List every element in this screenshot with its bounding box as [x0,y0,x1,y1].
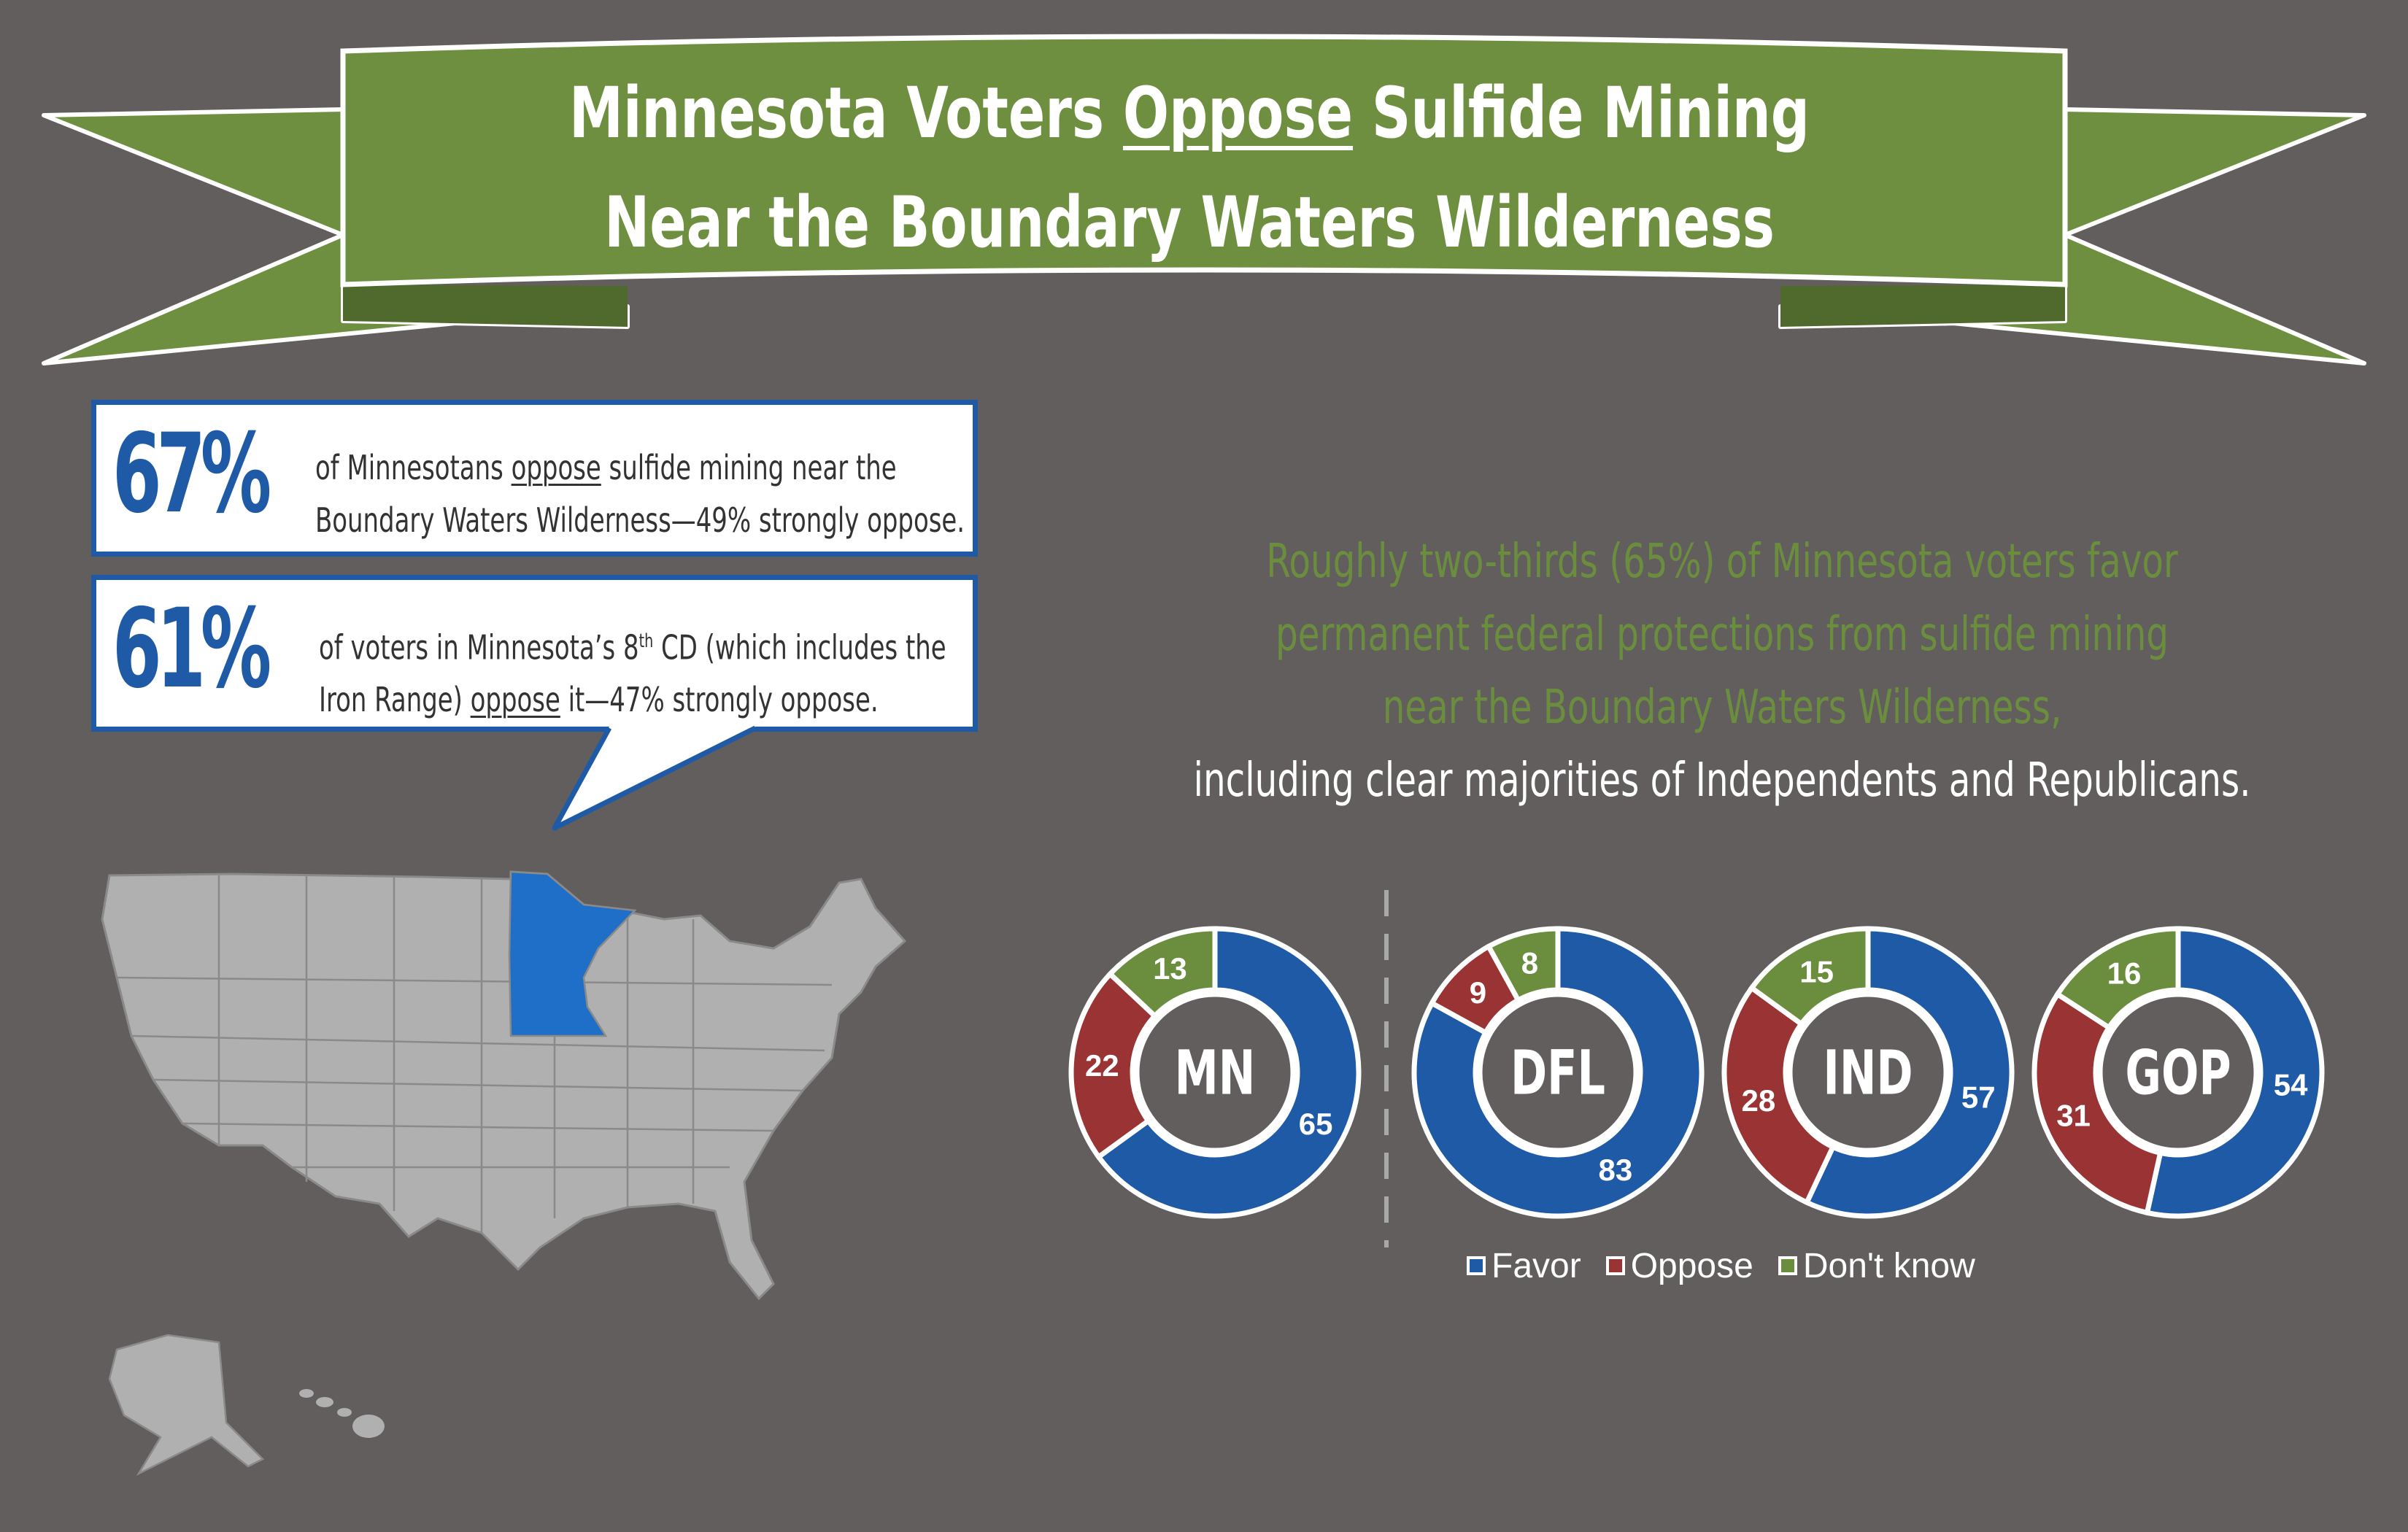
summary-line-1: Roughly two-thirds (65%) of Minnesota vo… [1266,535,2178,589]
slice-ind-don-t-know [1748,926,1871,1028]
slice-mn-don-t-know [1106,926,1218,1020]
donut-charts: 65 22 13 MN 83 98 DFL 57 28 15 IND 54 31 16 GOP [1068,926,2325,1219]
donut-dfl: 83 98 DFL [1411,926,1705,1219]
summary-line-2: permanent federal protections from sulfi… [1275,608,2169,662]
slice-mn-favor [1095,926,1362,1219]
chart-legend: Favor Oppose Don't know [1467,1240,1975,1291]
data-label-ind-oppose: 28 [1742,1083,1776,1118]
stat-description: of Minnesotans oppose sulfide mining nea… [315,448,965,540]
donut-center-mn [1134,991,1296,1153]
donut-center-dfl [1477,991,1639,1153]
slice-gop-favor [2144,926,2325,1219]
legend-swatch-dont-know [1778,1256,1797,1275]
hawaii [299,1389,385,1438]
legend-item-oppose: Oppose [1605,1246,1753,1286]
donut-gop: 54 31 16 GOP [2031,926,2325,1219]
data-label-mn-don-t-know: 13 [1153,951,1187,986]
slice-gop-oppose [2031,990,2164,1216]
data-label-gop-oppose: 31 [2056,1098,2091,1132]
donut-label-gop: GOP [2125,1037,2231,1108]
data-label-gop-don-t-know: 16 [2107,956,2142,990]
title-banner [42,34,2366,365]
donut-label-ind: IND [1823,1037,1913,1108]
slice-gop-don-t-know [2053,926,2181,1032]
legend-item-dont-know: Don't know [1778,1246,1975,1286]
stat-value: 67% [112,411,271,538]
minnesota-state [508,870,637,1037]
chart-divider [1384,890,1389,1247]
donut-ind: 57 28 15 IND [1721,926,2015,1219]
data-label-ind-favor: 57 [1961,1080,1996,1114]
legend-label-oppose: Oppose [1630,1246,1753,1285]
page-title: Minnesota Voters Oppose Sulfide Mining N… [461,51,1917,285]
donut-center-gop [2097,991,2259,1153]
stat-description: of voters in Minnesota’s 8th CD (which i… [319,627,946,720]
slice-ind-oppose [1721,984,1837,1206]
legend-swatch-favor [1467,1256,1486,1275]
title-line-1: Minnesota Voters Oppose Sulfide Mining [569,72,1810,154]
data-label-mn-oppose: 22 [1085,1048,1119,1083]
slice-mn-oppose [1068,970,1159,1161]
legend-item-favor: Favor [1467,1246,1581,1286]
title-line-2: Near the Boundary Waters Wilderness [604,182,1775,263]
slice-dfl-don-t-know [1485,926,1561,1004]
banner-main [340,34,2068,287]
donut-center-ind [1787,991,1949,1153]
legend-swatch-oppose [1605,1256,1625,1275]
stat-callout-2: 61% of voters in Minnesota’s 8th CD (whi… [91,575,978,732]
data-label-dfl-favor: 83 [1599,1153,1633,1187]
data-label-dfl-don-t-know: 8 [1521,945,1538,980]
summary-line-3: near the Boundary Waters Wilderness, [1382,681,2062,735]
legend-label-dont-know: Don't know [1802,1246,1975,1285]
data-label-dfl-oppose: 9 [1470,975,1486,1010]
legend-label-favor: Favor [1492,1246,1581,1285]
summary-line-4: including clear majorities of Independen… [1193,754,2251,808]
stat-value: 61% [112,586,271,713]
slice-ind-favor [1803,926,2015,1219]
donut-label-dfl: DFL [1510,1037,1605,1108]
donut-label-mn: MN [1175,1037,1256,1108]
data-label-gop-favor: 54 [2274,1067,2308,1102]
donut-mn: 65 22 13 MN [1068,926,1362,1219]
alaska [108,1334,265,1477]
summary-text: Roughly two-thirds (65%) of Minnesota vo… [1080,525,2364,817]
stat-callout-1: 67% of Minnesotans oppose sulfide mining… [91,400,978,557]
data-label-ind-don-t-know: 15 [1799,954,1834,989]
banner-right-fold [1780,285,2065,327]
banner-left-fold [343,285,628,327]
slice-dfl-favor [1411,926,1705,1219]
us-map [101,870,907,1477]
data-label-mn-favor: 65 [1299,1107,1333,1141]
